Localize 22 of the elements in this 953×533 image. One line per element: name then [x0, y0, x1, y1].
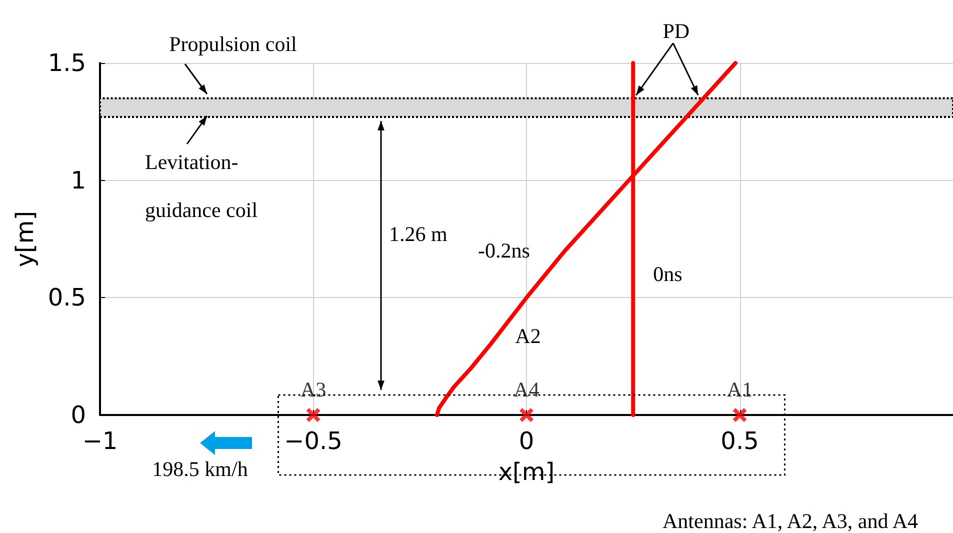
annotation: A2	[515, 324, 541, 348]
y-axis-title: y[m]	[10, 210, 39, 268]
y-tick-label: 0.5	[48, 284, 86, 312]
series-label: 0ns	[653, 262, 682, 286]
text: Propulsion coil	[169, 32, 298, 56]
annotation: 1.26 m	[389, 222, 448, 246]
data-label: A3	[300, 378, 326, 402]
x-tick-label: 0.5	[720, 427, 759, 455]
x-axis-title: x[m]	[498, 458, 555, 486]
data-label: A4	[514, 378, 540, 402]
y-tick-label: 0	[70, 401, 86, 429]
y-tick-label: 1	[70, 166, 86, 194]
x-tick-label: 0	[518, 427, 534, 455]
text: Antennas: A1, A2, A3, and A4	[662, 509, 918, 533]
x-tick-label: −0.5	[284, 427, 342, 455]
x-tick-label: −1	[82, 427, 118, 455]
annotation: PD	[662, 19, 690, 44]
text: 198.5 km/h	[152, 457, 248, 481]
series-label: -0.2ns	[478, 238, 530, 263]
annotation: Levitation- guidance coil	[145, 150, 258, 222]
data-label: A1	[726, 378, 753, 402]
y-tick-label: 1.5	[48, 49, 86, 77]
